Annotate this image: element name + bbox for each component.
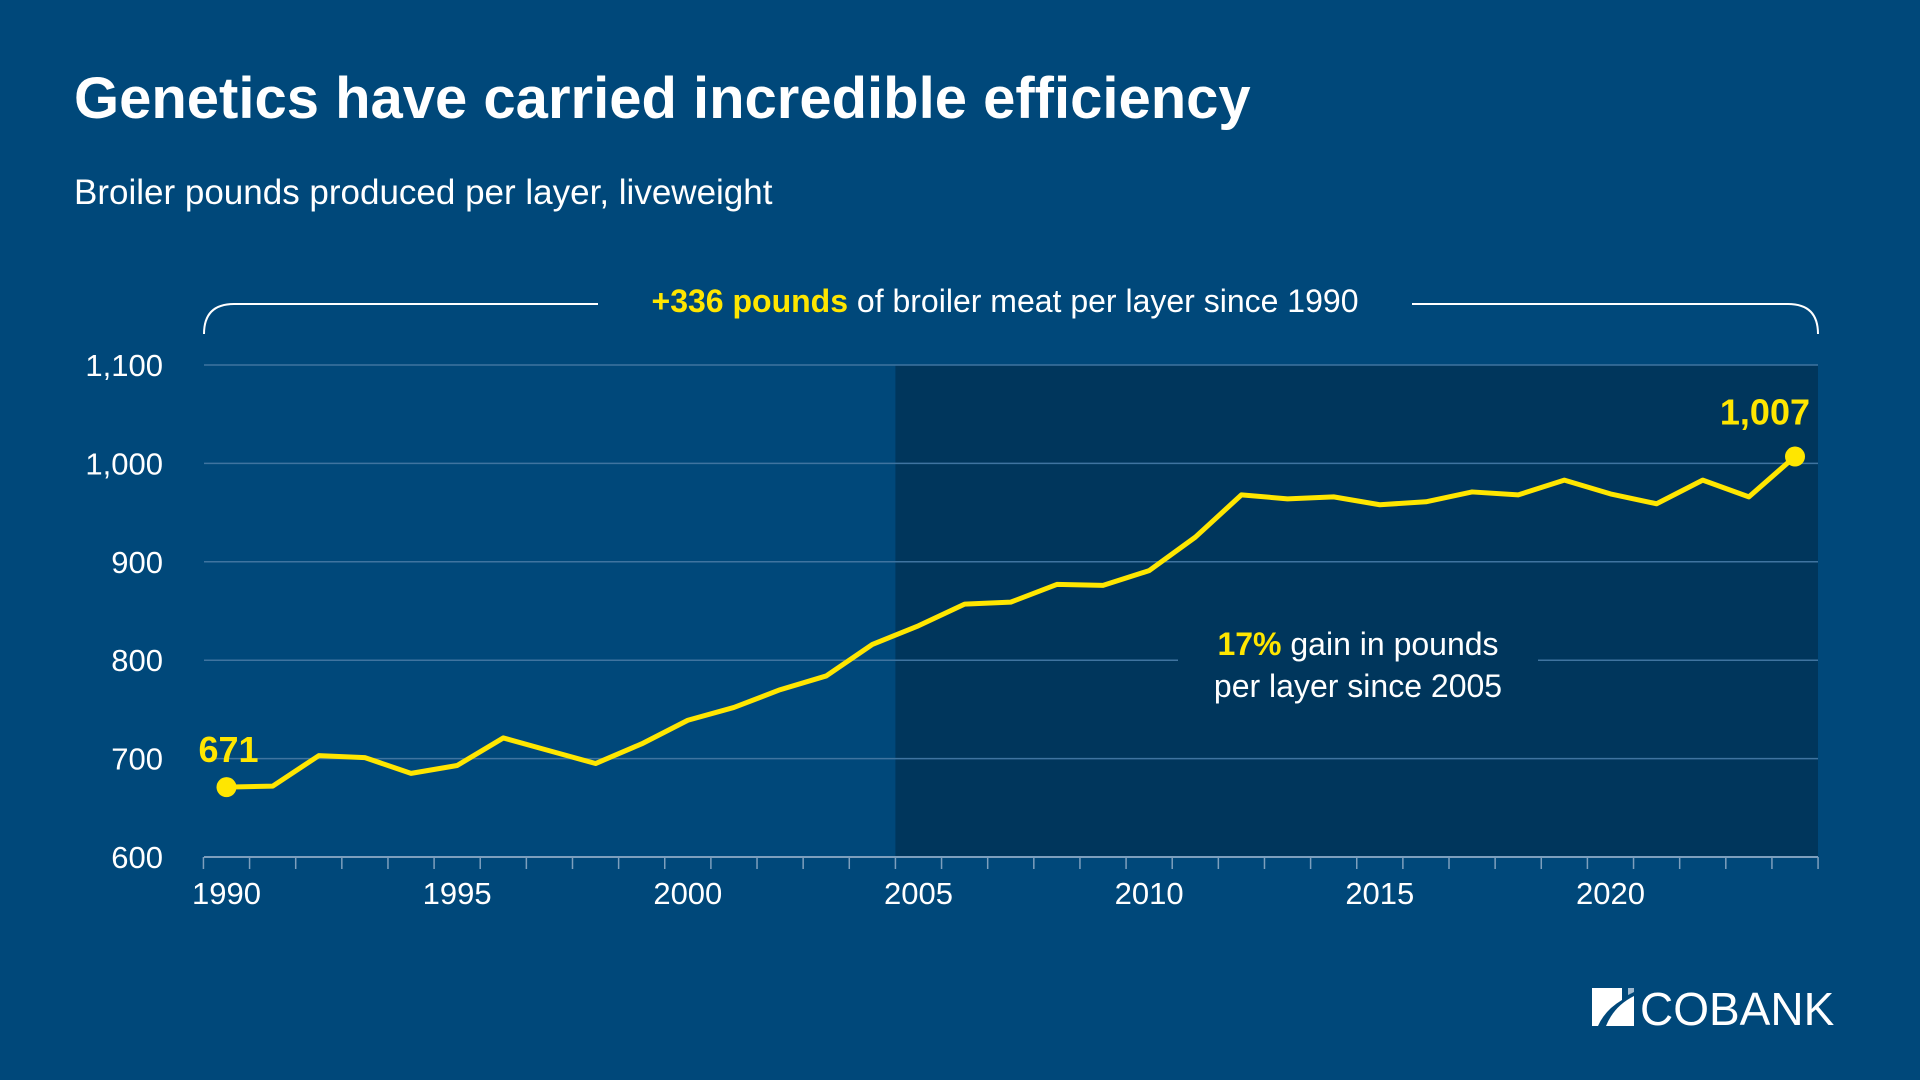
data-point-2024	[1785, 446, 1805, 467]
y-tick-label: 800	[111, 643, 163, 678]
data-label-2024: 1,007	[1720, 392, 1810, 433]
shaded-annotation-line1: 17% gain in pounds	[1217, 626, 1498, 662]
series-line	[226, 454, 1797, 790]
bracket-annotation: +336 pounds of broiler meat per layer si…	[652, 283, 1359, 319]
logo-text: COBANK	[1640, 983, 1835, 1035]
x-tick-label: 2000	[653, 876, 722, 911]
cobank-logo: COBANK	[1592, 983, 1835, 1035]
y-tick-label: 600	[111, 840, 163, 875]
x-tick-label: 2010	[1115, 876, 1184, 911]
shaded-region-since-2005	[895, 365, 1818, 857]
annotation-bg	[1178, 640, 1538, 710]
x-tick-label: 1995	[423, 876, 492, 911]
bracket	[203, 303, 1819, 335]
y-tick-label: 1,000	[85, 446, 163, 481]
chart-title: Genetics have carried incredible efficie…	[74, 66, 1251, 131]
x-tick-label: 2005	[884, 876, 953, 911]
y-tick-label: 900	[111, 545, 163, 580]
data-point-1990	[216, 777, 237, 798]
y-tick-label: 1,100	[85, 348, 163, 383]
y-tick-label: 700	[111, 742, 163, 777]
shaded-annotation-line2: per layer since 2005	[1214, 668, 1502, 704]
chart-subtitle: Broiler pounds produced per layer, livew…	[74, 173, 773, 212]
x-tick-label: 2020	[1576, 876, 1645, 911]
x-tick-label: 2015	[1345, 876, 1414, 911]
x-tick-label: 1990	[192, 876, 261, 911]
data-label-1990: 671	[199, 729, 259, 770]
